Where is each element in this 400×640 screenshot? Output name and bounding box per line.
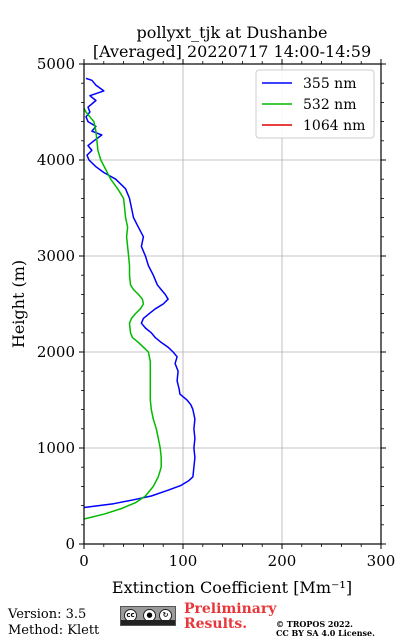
x-tick-label: 100 (169, 552, 198, 570)
y-tick-label: 3000 (37, 247, 75, 265)
legend-box (255, 69, 375, 139)
series-layer (83, 77, 196, 520)
version-block: Version: 3.5 Method: Klett (8, 607, 99, 639)
y-tick-label: 2000 (37, 343, 75, 361)
y-axis-label: Height (m) (9, 260, 28, 348)
preliminary-line2: Results. (184, 616, 248, 632)
legend-label-1: 532 nm (303, 97, 356, 113)
method-text: Method: Klett (8, 623, 100, 638)
y-tick-label: 1000 (37, 439, 75, 457)
x-tick-label: 300 (367, 552, 396, 570)
preliminary-notice: Preliminary Results. (184, 602, 276, 632)
series-line-1 (83, 107, 162, 520)
legend-label-0: 355 nm (303, 76, 356, 92)
series-line-0 (83, 77, 196, 509)
cc-license-badge[interactable]: cc ● ↻ (120, 606, 176, 626)
y-tick-label: 0 (65, 535, 75, 553)
chart-subtitle: [Averaged] 20220717 14:00-14:59 (93, 42, 371, 61)
x-tick-label: 200 (268, 552, 297, 570)
legend: 355 nm 532 nm 1064 nm (255, 69, 375, 139)
x-axis-label: Extinction Coefficient [Mm⁻¹] (112, 578, 352, 597)
chart: pollyxt_tjk at Dushanbe [Averaged] 20220… (9, 23, 396, 597)
plot-frame (83, 63, 382, 545)
legend-label-2: 1064 nm (303, 118, 365, 134)
y-tick-label: 4000 (37, 151, 75, 169)
y-tick-label: 5000 (37, 55, 75, 73)
chart-title: pollyxt_tjk at Dushanbe (136, 23, 327, 42)
copyright-notice: © TROPOS 2022. CC BY SA 4.0 License. (276, 620, 375, 638)
version-text: Version: 3.5 (8, 607, 87, 622)
x-tick-label: 0 (79, 552, 89, 570)
copyright-line2: CC BY SA 4.0 License. (276, 628, 375, 638)
copyright-line1: © TROPOS 2022. (276, 619, 353, 629)
preliminary-line1: Preliminary (184, 601, 277, 617)
cc-strip (121, 620, 175, 625)
by-icon: ● (143, 609, 156, 622)
